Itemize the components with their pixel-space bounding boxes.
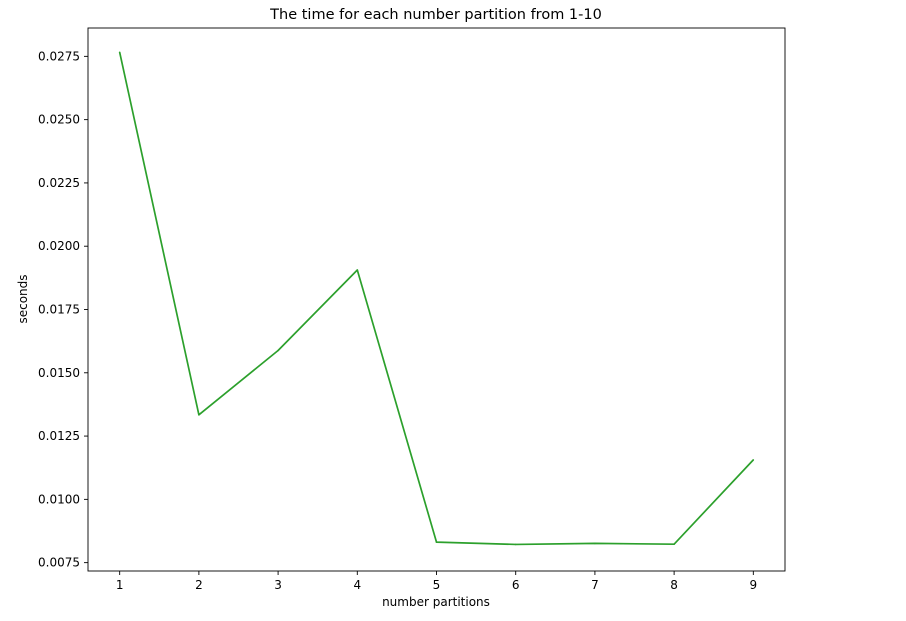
x-tick-label: 6 bbox=[512, 578, 520, 592]
y-tick-label: 0.0200 bbox=[38, 239, 80, 253]
series-line-0 bbox=[118, 52, 754, 546]
y-tick-label: 0.0075 bbox=[38, 556, 80, 570]
data-point bbox=[277, 349, 279, 352]
x-tick-label: 2 bbox=[195, 578, 203, 592]
x-tick-label: 4 bbox=[353, 578, 361, 592]
plot-area bbox=[118, 51, 755, 546]
y-tick-label: 0.0100 bbox=[38, 492, 80, 506]
x-tick-label: 1 bbox=[116, 578, 124, 592]
x-tick-label: 5 bbox=[433, 578, 441, 592]
data-point bbox=[435, 541, 438, 543]
data-point bbox=[594, 542, 596, 545]
y-tick-label: 0.0175 bbox=[38, 302, 80, 316]
plot-frame bbox=[87, 27, 786, 572]
data-point bbox=[673, 543, 675, 545]
x-tick-label: 8 bbox=[670, 578, 678, 592]
data-point bbox=[198, 414, 200, 416]
y-tick-label: 0.0275 bbox=[38, 49, 80, 63]
x-axis-label: number partitions bbox=[382, 595, 490, 609]
x-tick-label: 9 bbox=[749, 578, 757, 592]
chart-title: The time for each number partition from … bbox=[269, 7, 602, 23]
y-axis-label: seconds bbox=[16, 274, 30, 323]
data-point bbox=[118, 51, 121, 54]
y-tick-label: 0.0150 bbox=[38, 366, 80, 380]
data-point bbox=[356, 269, 359, 271]
x-axis-ticks: 1 2 3 4 5 6 7 8 9 bbox=[116, 571, 757, 592]
x-tick-label: 7 bbox=[591, 578, 599, 592]
y-tick-label: 0.0250 bbox=[38, 113, 80, 127]
y-tick-label: 0.0125 bbox=[38, 429, 80, 443]
y-tick-label: 0.0225 bbox=[38, 176, 80, 190]
y-axis-ticks: 0.0075 0.0100 0.0125 0.0150 0.0175 0.0200 0.02… bbox=[38, 49, 88, 570]
data-point bbox=[752, 459, 755, 461]
x-tick-label: 3 bbox=[274, 578, 282, 592]
data-point bbox=[514, 543, 517, 546]
